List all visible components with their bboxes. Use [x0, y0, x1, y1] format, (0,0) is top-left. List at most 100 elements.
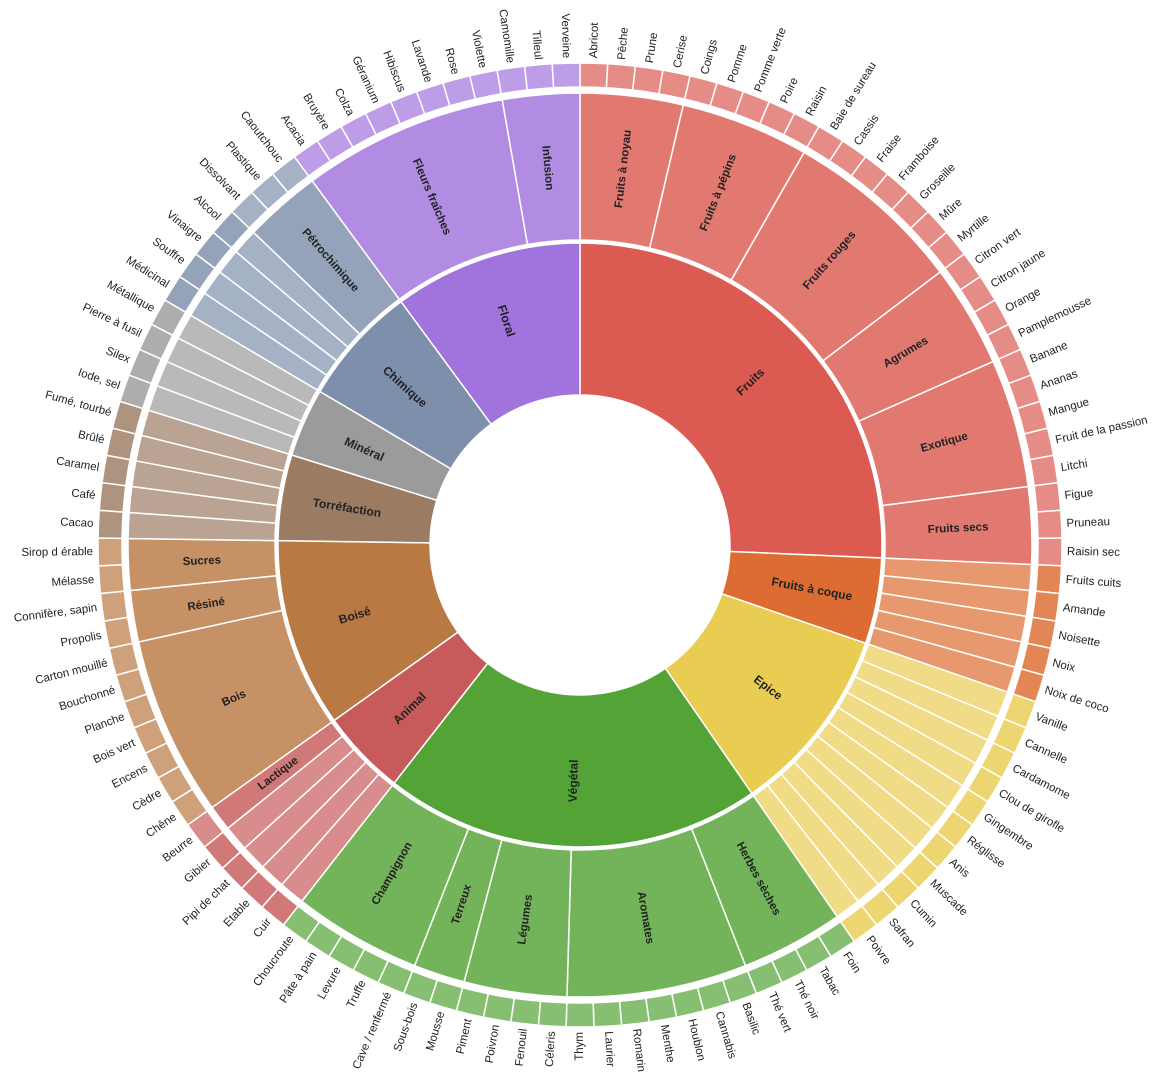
- leaf-label-iode-sel: Iode, sel: [76, 367, 121, 392]
- leaf-label-the-vert: Thé vert: [766, 991, 794, 1035]
- leaf-label-cumin: Cumin: [907, 897, 938, 930]
- leaf-amande[interactable]: [1031, 590, 1061, 622]
- leaf-verveine[interactable]: [551, 62, 581, 89]
- leaf-fruit-de-la-passion[interactable]: [1023, 427, 1055, 461]
- leaf-houblon[interactable]: [670, 986, 705, 1019]
- leaf-label-banane: Banane: [1028, 340, 1069, 366]
- leaf-label-anis: Anis: [947, 856, 972, 880]
- leaf-label-metallique: Métallique: [105, 279, 157, 315]
- leaf-label-connifere-sapin: Connifère, sapin: [13, 602, 98, 625]
- leaf-label-poivre: Poivre: [864, 934, 893, 967]
- leaf-label-etable: Etable: [222, 897, 253, 929]
- leaf-label-cedre: Cèdre: [131, 787, 164, 813]
- leaf-label-propolis: Propolis: [60, 630, 103, 650]
- leaf-caramel[interactable]: [101, 454, 131, 487]
- leaf-label-medicinal: Médicinal: [124, 255, 172, 291]
- leaf-label-peche: Pêche: [616, 27, 631, 61]
- leaf-label-vanille: Vanille: [1034, 711, 1070, 734]
- leaf-laurier[interactable]: [592, 1000, 623, 1028]
- leaf-label-bois-vert: Bois vert: [92, 737, 138, 766]
- leaf-figue[interactable]: [1033, 481, 1062, 513]
- leaf-label-reglisse: Réglisse: [965, 834, 1007, 870]
- leaf-label-pate-a-pain: Pâte à pain: [278, 950, 320, 1005]
- leaf-label-poire: Poire: [779, 76, 801, 105]
- leaf-propolis[interactable]: [103, 616, 134, 650]
- leaf-label-amande: Amande: [1062, 602, 1106, 619]
- leaf-label-piment: Piment: [455, 1017, 475, 1055]
- leaf-label-sous-bois: Sous-bois: [392, 1001, 421, 1053]
- leaf-label-pierre-a-fusil: Pierre à fusil: [81, 302, 144, 340]
- leaf-label-carton-mouille: Carton mouillé: [34, 657, 109, 687]
- leaf-pruneau[interactable]: [1036, 509, 1063, 540]
- leaf-label-lavande: Lavande: [409, 38, 434, 84]
- leaf-fenouil[interactable]: [509, 997, 542, 1027]
- leaf-label-verveine: Verveine: [559, 13, 572, 58]
- segment-label-fruits-secs: Fruits secs: [928, 521, 989, 536]
- leaf-label-levure: Levure: [316, 965, 344, 1001]
- leaf-label-noix-de-coco: Noix de coco: [1043, 684, 1110, 715]
- leaf-label-camomille: Camomille: [496, 8, 516, 63]
- leaf-label-coings: Coings: [699, 38, 720, 76]
- segment-label-vegetal: Végétal: [566, 759, 581, 802]
- leaf-label-geranium: Géranium: [349, 54, 381, 105]
- leaf-label-bruyere: Bruyère: [300, 92, 331, 133]
- leaf-label-sirop-d-erable: Sirop d érable: [21, 546, 93, 559]
- leaf-label-tilleul: Tilleul: [529, 30, 544, 61]
- leaf-label-cannabis: Cannabis: [713, 1010, 738, 1060]
- leaf-label-bouchonne: Bouchonné: [58, 684, 117, 713]
- leaf-label-tabac: Tabac: [816, 965, 842, 998]
- leaf-label-houblon: Houblon: [685, 1018, 706, 1062]
- leaf-connifere-sapin[interactable]: [99, 590, 129, 622]
- leaf-label-caramel: Caramel: [55, 455, 100, 474]
- leaf-label-violette: Violette: [469, 29, 488, 69]
- segment-infusion[interactable]: [501, 92, 581, 246]
- leaf-label-mure: Mûre: [937, 196, 964, 222]
- leaf-raisin-sec[interactable]: [1036, 537, 1063, 567]
- leaf-abricot[interactable]: [579, 62, 609, 89]
- leaf-label-basilic: Basilic: [739, 1001, 762, 1037]
- leaf-label-cafe: Café: [71, 488, 96, 502]
- leaf-cacao[interactable]: [97, 509, 124, 540]
- leaf-label-alcool: Alcool: [191, 193, 222, 223]
- leaf-melasse[interactable]: [97, 564, 126, 595]
- leaf-label-thym: Thym: [574, 1032, 586, 1061]
- leaf-violette[interactable]: [468, 69, 503, 101]
- leaf-label-fraise: Fraise: [875, 132, 904, 165]
- leaf-thym[interactable]: [565, 1002, 595, 1028]
- leaf-prune[interactable]: [631, 65, 664, 95]
- leaf-label-prune: Prune: [644, 32, 660, 64]
- leaf-label-melasse: Mélasse: [51, 574, 95, 589]
- leaf-menthe[interactable]: [644, 992, 678, 1023]
- leaf-label-litchi: Litchi: [1060, 458, 1088, 474]
- leaf-label-hibiscus: Hibiscus: [380, 49, 407, 94]
- leaf-label-myrtille: Myrtille: [956, 212, 992, 244]
- leaf-label-fruits-cuits: Fruits cuits: [1065, 574, 1122, 590]
- leaf-label-pomme: Pomme: [726, 43, 750, 84]
- leaf-label-cacao: Cacao: [60, 517, 94, 530]
- leaf-litchi[interactable]: [1029, 454, 1059, 487]
- leaf-camomille[interactable]: [496, 65, 529, 95]
- leaf-cafe[interactable]: [98, 481, 127, 513]
- leaf-label-raisin: Raisin: [804, 84, 830, 118]
- segment-label-resine: Résiné: [187, 596, 226, 614]
- leaf-label-cannelle: Cannelle: [1023, 737, 1069, 766]
- leaf-label-noisette: Noisette: [1057, 630, 1101, 650]
- leaf-label-citron-vert: Citron vert: [973, 226, 1024, 267]
- leaf-label-safran: Safran: [886, 916, 917, 950]
- leaf-fruits-cuits[interactable]: [1034, 564, 1063, 595]
- leaf-label-mangue: Mangue: [1047, 396, 1090, 419]
- leaf-label-beurre: Beurre: [161, 834, 196, 864]
- leaf-label-romarin: Romarin: [630, 1028, 647, 1073]
- leaf-celeris[interactable]: [537, 1000, 568, 1028]
- leaf-sirop-d-erable[interactable]: [97, 537, 124, 567]
- leaf-romarin[interactable]: [618, 997, 651, 1027]
- leaf-tilleul[interactable]: [523, 63, 555, 91]
- leaf-label-silex: Silex: [104, 345, 132, 366]
- leaf-label-cuir: Cuir: [251, 916, 274, 940]
- leaf-label-rose: Rose: [442, 47, 460, 76]
- leaf-label-foin: Foin: [840, 950, 862, 975]
- leaf-label-cerise: Cerise: [672, 34, 690, 69]
- leaf-peche[interactable]: [605, 63, 637, 91]
- leaf-label-abricot: Abricot: [588, 21, 601, 58]
